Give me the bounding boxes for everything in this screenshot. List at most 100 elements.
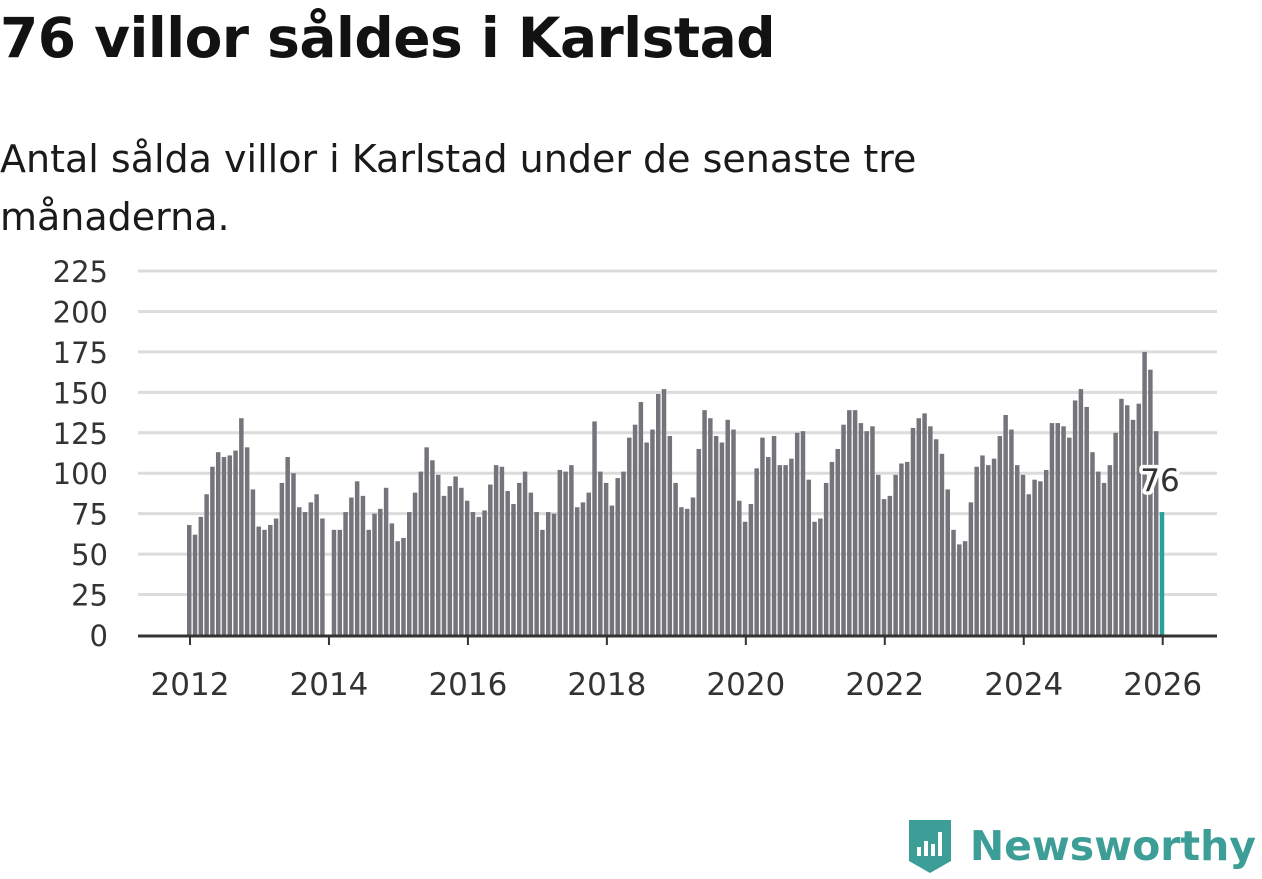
bar <box>870 426 875 635</box>
bar <box>343 512 348 635</box>
bar <box>835 448 840 635</box>
bar <box>1014 465 1020 635</box>
bar <box>187 524 192 635</box>
y-tick-label: 0 <box>90 619 108 653</box>
bar <box>511 503 516 635</box>
bar <box>818 518 823 635</box>
bar <box>1072 400 1078 635</box>
bar <box>748 503 754 635</box>
bar <box>262 529 267 635</box>
bar <box>1124 405 1130 635</box>
bar <box>192 534 198 635</box>
bar <box>586 492 591 635</box>
newsworthy-logo[interactable]: Newsworthy <box>906 817 1256 875</box>
bar <box>858 423 864 635</box>
bar <box>297 507 302 635</box>
x-axis: 2012 2014 2016 2018 2020 2022 2024 2026 <box>138 634 1217 703</box>
bar <box>1032 479 1037 635</box>
bar <box>545 512 551 635</box>
bar <box>783 465 788 635</box>
bar <box>268 524 273 635</box>
bar <box>638 402 644 635</box>
bar <box>308 502 314 635</box>
bar <box>227 455 233 635</box>
bar <box>256 526 261 635</box>
bar <box>1148 369 1153 635</box>
bar <box>737 500 742 635</box>
bar <box>447 486 453 635</box>
bar <box>476 516 481 635</box>
bar <box>378 508 383 635</box>
bar <box>574 507 580 635</box>
bar <box>609 505 615 635</box>
bar <box>986 465 991 635</box>
bar <box>1119 398 1124 635</box>
bar <box>713 436 719 635</box>
bar <box>1043 469 1049 635</box>
bar <box>499 466 505 635</box>
bar <box>215 452 221 635</box>
bar <box>366 529 371 635</box>
bar <box>1142 351 1147 635</box>
bar <box>725 419 730 635</box>
bar <box>1055 423 1060 635</box>
bar <box>1084 406 1089 635</box>
bar <box>198 516 204 635</box>
bar <box>742 521 748 635</box>
bar <box>250 489 256 635</box>
x-tick-label: 2026 <box>1123 667 1202 703</box>
bar <box>569 465 574 635</box>
y-tick-label: 200 <box>53 295 108 329</box>
bar <box>1153 431 1159 635</box>
bar <box>563 471 568 635</box>
bar <box>540 529 545 635</box>
x-tick-label: 2014 <box>290 667 369 703</box>
bar <box>1061 426 1066 635</box>
bar <box>627 437 632 635</box>
bar <box>291 473 296 635</box>
bar <box>621 471 626 635</box>
y-axis-ticks: 0 25 50 75 100 125 150 175 200 225 <box>53 255 108 653</box>
y-tick-label: 125 <box>53 417 108 451</box>
bar <box>331 529 337 635</box>
bar <box>534 512 539 635</box>
bar <box>302 512 308 635</box>
bar <box>430 460 435 635</box>
bar <box>957 544 962 635</box>
bar <box>684 508 690 635</box>
bar <box>407 512 412 635</box>
bar <box>1026 494 1032 635</box>
bar <box>922 413 927 635</box>
bar <box>1009 429 1014 635</box>
y-tick-label: 150 <box>53 376 108 410</box>
bar <box>760 437 765 635</box>
bar <box>829 461 835 635</box>
bar <box>991 458 997 635</box>
bar <box>812 521 817 635</box>
newsworthy-logo-icon <box>908 820 951 873</box>
bar <box>204 494 209 635</box>
bar <box>221 457 227 635</box>
bar <box>951 529 956 635</box>
bar <box>661 389 667 635</box>
brand-name: Newsworthy <box>969 822 1256 870</box>
bar <box>632 424 638 635</box>
bar <box>1067 437 1072 635</box>
bar-series <box>187 351 1165 635</box>
bar <box>418 471 424 635</box>
bar <box>395 541 400 635</box>
bar <box>1003 414 1008 635</box>
bar <box>847 410 852 635</box>
bar <box>557 469 563 635</box>
bar <box>933 439 939 635</box>
bar <box>424 447 429 635</box>
bar <box>904 461 910 635</box>
bar <box>349 497 354 635</box>
bar <box>928 426 933 635</box>
bar <box>968 502 974 635</box>
bar <box>528 492 534 635</box>
bar <box>401 537 406 635</box>
bar <box>459 487 464 635</box>
x-tick-label: 2022 <box>845 667 924 703</box>
